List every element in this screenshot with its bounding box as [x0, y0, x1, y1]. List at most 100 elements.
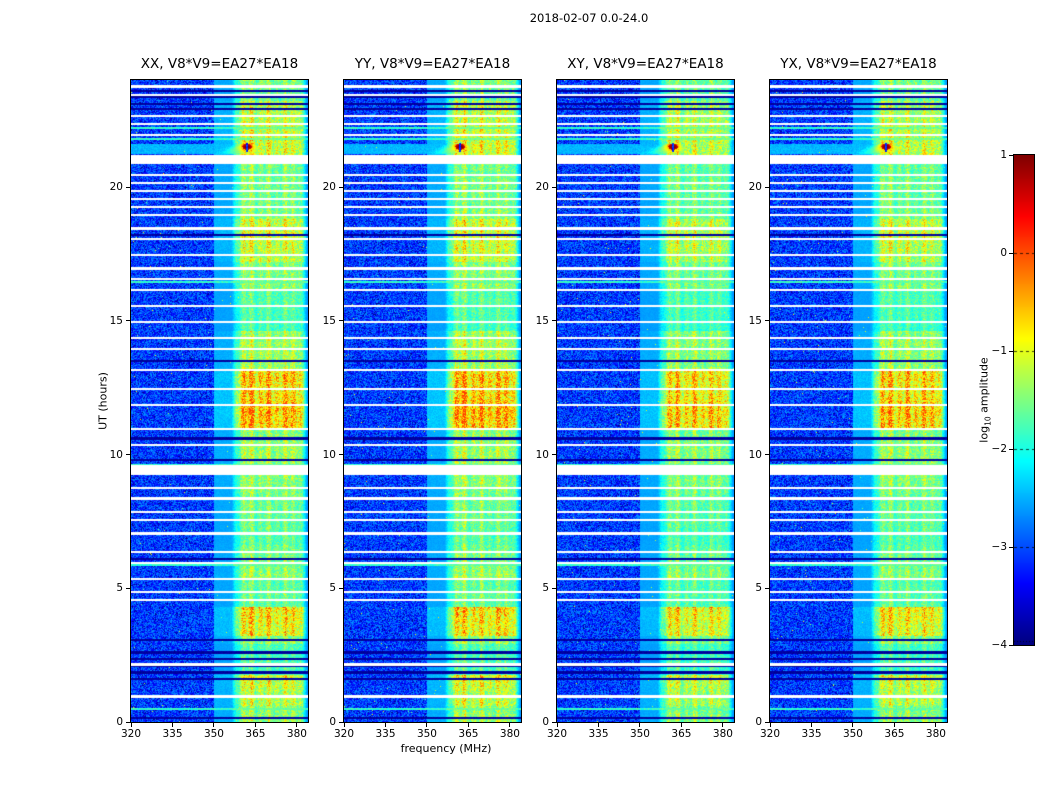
y-tick-mark: [552, 721, 556, 723]
y-tick-mark: [765, 454, 769, 455]
y-tick-label: 20: [322, 181, 336, 193]
x-tick-label: 380: [712, 728, 733, 740]
x-tick-label: 350: [416, 728, 437, 740]
spectrogram-panel-yx: [769, 79, 948, 723]
panel-title-xx: XX, V8*V9=EA27*EA18: [140, 56, 299, 72]
y-tick-mark: [765, 320, 769, 322]
panel-title-yy: YY, V8*V9=EA27*EA18: [354, 56, 511, 72]
x-tick-mark: [254, 723, 256, 727]
spectrogram-panel-xy: [556, 79, 735, 723]
y-tick-label: 20: [748, 181, 762, 193]
x-tick-mark: [935, 723, 937, 727]
y-tick-mark: [339, 587, 343, 589]
colorbar-tick-mark: [1009, 350, 1013, 352]
x-tick-label: 380: [499, 728, 520, 740]
x-tick-label: 335: [375, 728, 396, 740]
x-tick-mark: [769, 723, 771, 727]
y-tick-label: 15: [535, 314, 549, 327]
x-tick-mark: [384, 723, 386, 727]
x-tick-label: 320: [120, 728, 142, 740]
y-tick-mark: [552, 587, 556, 589]
y-tick-mark: [339, 186, 343, 188]
y-tick-label: 10: [535, 448, 549, 461]
x-tick-label: 380: [286, 728, 307, 740]
colorbar-label-prefix: log: [977, 425, 991, 443]
colorbar-tick-label: −4: [991, 639, 1007, 651]
x-tick-mark: [467, 723, 469, 727]
colorbar-tick-label: 1: [1000, 149, 1007, 161]
x-tick-label: 350: [842, 728, 863, 740]
y-tick-mark: [765, 587, 769, 589]
y-tick-mark: [552, 320, 556, 322]
y-tick-label: 5: [329, 582, 336, 595]
panel-title-xy: XY, V8*V9=EA27*EA18: [567, 56, 724, 72]
x-tick-label: 365: [884, 728, 905, 740]
x-tick-label: 365: [458, 728, 479, 740]
y-tick-label: 15: [109, 314, 123, 327]
x-tick-label: 335: [801, 728, 822, 740]
x-tick-mark: [810, 723, 812, 727]
x-tick-label: 365: [671, 728, 692, 740]
y-tick-label: 15: [322, 314, 336, 327]
colorbar-tick-label: −3: [991, 541, 1007, 553]
y-tick-label: 5: [116, 582, 123, 595]
y-tick-mark: [126, 587, 130, 589]
x-tick-label: 365: [245, 728, 266, 740]
x-tick-mark: [171, 723, 173, 727]
x-tick-mark: [296, 723, 298, 727]
y-tick-mark: [552, 186, 556, 188]
y-tick-label: 5: [542, 582, 549, 595]
x-tick-mark: [130, 723, 132, 727]
x-tick-mark: [852, 723, 854, 727]
colorbar-tick-label: −2: [991, 443, 1007, 455]
x-tick-label: 350: [203, 728, 224, 740]
y-tick-mark: [339, 454, 343, 455]
colorbar-tick-label: 0: [1000, 247, 1007, 259]
colorbar-tick-mark: [1009, 644, 1013, 646]
y-tick-label: 20: [535, 181, 549, 193]
x-tick-mark: [556, 723, 558, 727]
x-tick-label: 320: [333, 728, 355, 740]
spectrogram-panel-yy: [343, 79, 522, 723]
y-tick-mark: [126, 721, 130, 723]
colorbar-tick-label: −1: [991, 345, 1007, 357]
y-tick-label: 0: [329, 716, 336, 728]
x-tick-mark: [680, 723, 682, 727]
x-axis-label: frequency (MHz): [400, 742, 492, 755]
y-tick-mark: [765, 186, 769, 188]
y-tick-mark: [339, 721, 343, 723]
y-tick-mark: [126, 454, 130, 455]
colorbar-label: log10 amplitude: [977, 357, 992, 442]
y-axis-label: UT (hours): [96, 372, 110, 430]
colorbar-tick-mark: [1009, 448, 1013, 450]
x-tick-mark: [213, 723, 215, 727]
y-tick-mark: [552, 454, 556, 455]
y-tick-label: 0: [542, 716, 549, 728]
x-tick-label: 335: [588, 728, 609, 740]
colorbar-tick-mark: [1009, 546, 1013, 548]
x-tick-label: 320: [546, 728, 568, 740]
y-tick-label: 15: [748, 314, 762, 327]
colorbar-label-suffix: amplitude: [977, 357, 991, 417]
colorbar-tick-mark: [1009, 252, 1013, 254]
y-tick-mark: [126, 320, 130, 322]
x-tick-label: 350: [629, 728, 650, 740]
y-tick-label: 10: [748, 448, 762, 461]
y-tick-label: 5: [755, 582, 762, 595]
y-tick-mark: [126, 186, 130, 188]
figure-title: 2018-02-07 0.0-24.0: [529, 11, 649, 25]
y-tick-label: 20: [109, 181, 123, 193]
spectrogram-panel-xx: [130, 79, 309, 723]
y-tick-mark: [339, 320, 343, 322]
x-tick-label: 380: [925, 728, 946, 740]
x-tick-label: 335: [162, 728, 183, 740]
y-tick-label: 10: [109, 448, 123, 461]
y-tick-label: 0: [755, 716, 762, 728]
colorbar-label-subscript: 10: [983, 416, 993, 426]
x-tick-label: 320: [759, 728, 781, 740]
x-tick-mark: [722, 723, 724, 727]
colorbar-tick-mark: [1009, 154, 1013, 156]
x-tick-mark: [426, 723, 428, 727]
y-tick-label: 10: [322, 448, 336, 461]
